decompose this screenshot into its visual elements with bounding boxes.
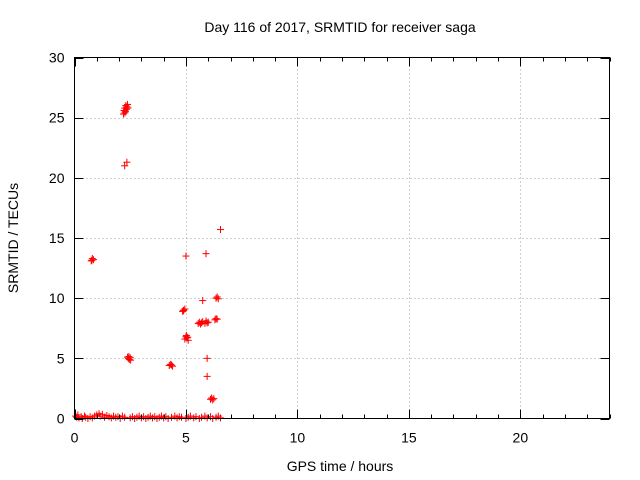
x-axis-label: GPS time / hours [287, 458, 394, 474]
data-point-marker [199, 297, 207, 305]
data-point-marker [203, 372, 211, 380]
data-point-marker [88, 256, 96, 264]
data-point-marker [198, 413, 206, 421]
x-tick-label: 0 [71, 430, 79, 446]
data-point-marker [167, 413, 175, 421]
x-tick-labels: 0 5 10 15 20 [71, 430, 529, 446]
data-point-marker [89, 256, 97, 264]
data-point-marker [182, 331, 190, 339]
data-point-marker [167, 361, 175, 369]
y-tick-labels: 0 5 10 15 20 25 30 [49, 50, 65, 427]
data-point-marker [213, 293, 221, 301]
data-point-marker [203, 414, 211, 422]
y-tick-label: 25 [49, 110, 65, 126]
y-tick-label: 0 [57, 411, 65, 427]
data-point-marker [178, 413, 185, 421]
data-point-marker [192, 413, 200, 421]
y-tick-label: 5 [57, 350, 65, 366]
y-tick-label: 20 [49, 170, 65, 186]
data-point-marker [213, 315, 221, 323]
data-point-marker [181, 305, 189, 313]
data-point-marker [127, 356, 135, 364]
chart-title: Day 116 of 2017, SRMTID for receiver sag… [204, 19, 476, 35]
x-tick-label: 20 [513, 430, 529, 446]
data-point-marker [203, 354, 211, 362]
data-point-marker [212, 315, 220, 323]
data-point-marker [202, 250, 210, 258]
data-point-marker [182, 252, 190, 260]
data-point-marker [124, 104, 132, 112]
data-point-marker [217, 226, 225, 234]
grid-lines [74, 57, 610, 419]
x-tick-label: 10 [290, 430, 306, 446]
y-axis-label: SRMTID / TECUs [5, 183, 21, 293]
data-point-marker [179, 307, 187, 315]
data-point-marker [169, 362, 177, 370]
data-point-marker [217, 414, 225, 422]
data-point-marker [209, 396, 217, 404]
data-point-marker [214, 295, 222, 303]
data-point-marker [121, 109, 129, 117]
data-point-marker [204, 318, 212, 326]
data-point-marker [125, 353, 133, 361]
x-tick-label: 5 [182, 430, 190, 446]
x-tick-label: 15 [401, 430, 417, 446]
y-tick-label: 15 [49, 230, 65, 246]
y-tick-label: 10 [49, 290, 65, 306]
data-point-marker [123, 158, 131, 166]
data-point-marker [121, 413, 129, 421]
data-point-marker [203, 319, 211, 327]
data-point-marker [121, 162, 129, 170]
data-points [72, 100, 225, 422]
data-point-marker [184, 333, 192, 341]
y-tick-label: 30 [49, 50, 65, 66]
data-point-marker [210, 395, 218, 403]
axis-ticks [74, 57, 611, 420]
